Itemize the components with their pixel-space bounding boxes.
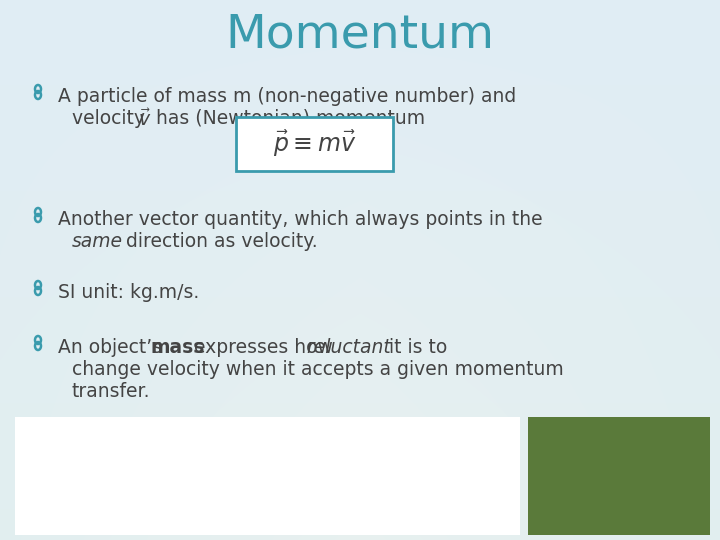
Bar [528, 417, 710, 535]
Text: transfer.: transfer. [72, 382, 150, 401]
Text: $\vec{p} \equiv m\vec{v}$: $\vec{p} \equiv m\vec{v}$ [273, 129, 356, 159]
Bar [15, 417, 520, 535]
Text: SI unit: kg.m/s.: SI unit: kg.m/s. [58, 283, 199, 302]
Text: reluctant: reluctant [306, 338, 391, 357]
Text: change velocity when it accepts a given momentum: change velocity when it accepts a given … [72, 360, 564, 379]
Text: mass: mass [151, 338, 205, 357]
Text: has (Newtonian) momentum: has (Newtonian) momentum [156, 109, 425, 128]
Text: same: same [72, 232, 123, 251]
Text: expresses how: expresses how [188, 338, 339, 357]
Text: An object’s: An object’s [58, 338, 168, 357]
Text: direction as velocity.: direction as velocity. [120, 232, 318, 251]
FancyBboxPatch shape [236, 117, 393, 171]
Text: Another vector quantity, which always points in the: Another vector quantity, which always po… [58, 210, 543, 229]
Text: it is to: it is to [383, 338, 447, 357]
Text: $\vec{v}$: $\vec{v}$ [138, 109, 151, 130]
Text: Momentum: Momentum [225, 12, 495, 57]
Text: velocity: velocity [72, 109, 157, 128]
Text: A particle of mass m (non-negative number) and: A particle of mass m (non-negative numbe… [58, 87, 516, 106]
